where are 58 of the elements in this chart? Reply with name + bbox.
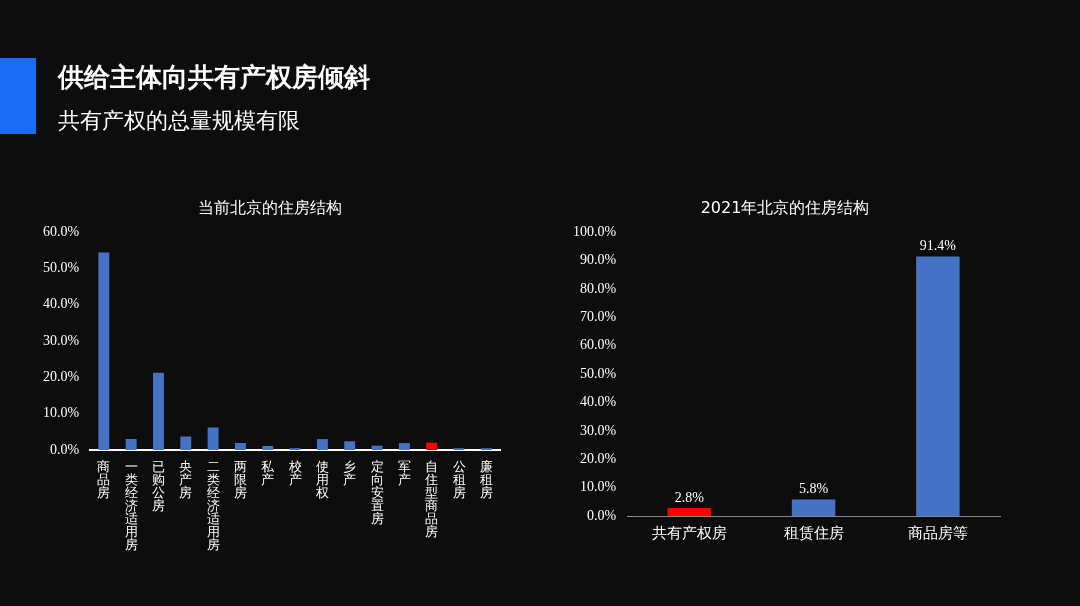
y-tick-label: 90.0% — [579, 252, 617, 268]
bar — [125, 439, 137, 450]
bar — [207, 427, 219, 450]
x-tick-label: 租赁住房 — [783, 524, 844, 543]
x-tick-label: 商品房 — [97, 458, 111, 500]
chart-title: 2021年北京的住房结构 — [700, 197, 870, 217]
x-tick-label: 二类经济适用房 — [206, 458, 220, 552]
x-tick-label: 公租房 — [452, 458, 466, 500]
x-tick-label: 自住型商品房 — [424, 458, 439, 539]
y-tick-label: 100.0% — [572, 223, 617, 239]
y-tick-label: 50.0% — [579, 365, 617, 381]
data-label: 5.8% — [799, 481, 829, 497]
y-tick-label: 0.0% — [586, 507, 617, 523]
data-label: 2.8% — [674, 489, 705, 505]
bar — [262, 446, 274, 450]
x-tick-label: 共有产权房 — [651, 524, 727, 543]
x-tick-label: 军产 — [397, 458, 411, 487]
x-tick-label: 央产房 — [179, 458, 193, 500]
bar — [916, 256, 960, 516]
bar — [371, 445, 383, 450]
y-tick-label: 30.0% — [579, 422, 617, 438]
y-tick-label: 30.0% — [42, 332, 80, 348]
y-tick-label: 60.0% — [42, 223, 80, 239]
x-tick-label: 校产 — [287, 458, 302, 487]
y-tick-label: 0.0% — [49, 441, 80, 457]
bar — [426, 442, 438, 450]
bar — [98, 252, 110, 450]
text: 供给主体向共有产权房倾斜 — [58, 61, 370, 94]
x-tick-label: 乡产 — [343, 458, 357, 487]
y-tick-label: 50.0% — [42, 260, 80, 276]
bar — [667, 508, 712, 516]
x-tick-label: 两限房 — [233, 458, 247, 500]
bar — [344, 441, 356, 450]
x-tick-label: 已购公房 — [151, 458, 165, 513]
bar — [398, 443, 410, 450]
y-tick-label: 80.0% — [579, 280, 617, 296]
chart-title: 当前北京的住房结构 — [198, 197, 342, 217]
x-tick-label: 廉租房 — [479, 458, 493, 500]
x-tick-label: 定向安置房 — [370, 458, 384, 526]
bar — [234, 443, 246, 450]
y-tick-label: 40.0% — [579, 394, 617, 410]
y-tick-label: 20.0% — [42, 369, 80, 385]
x-tick-label: 商品房等 — [907, 524, 968, 543]
bar — [791, 499, 836, 516]
y-tick-label: 40.0% — [42, 296, 80, 312]
y-tick-label: 20.0% — [579, 450, 617, 466]
data-label: 91.4% — [919, 238, 957, 254]
x-tick-label: 私产 — [261, 458, 276, 487]
y-tick-label: 10.0% — [579, 479, 617, 495]
x-tick-label: 一类经济适用房 — [124, 458, 138, 552]
bar — [316, 439, 328, 450]
y-tick-label: 70.0% — [579, 309, 617, 325]
bar — [153, 372, 164, 450]
text: 共有产权的总量规模有限 — [58, 107, 300, 135]
x-tick-label: 使用权 — [314, 458, 329, 500]
y-tick-label: 10.0% — [42, 405, 80, 421]
bar — [180, 436, 192, 450]
y-tick-label: 60.0% — [579, 337, 617, 353]
